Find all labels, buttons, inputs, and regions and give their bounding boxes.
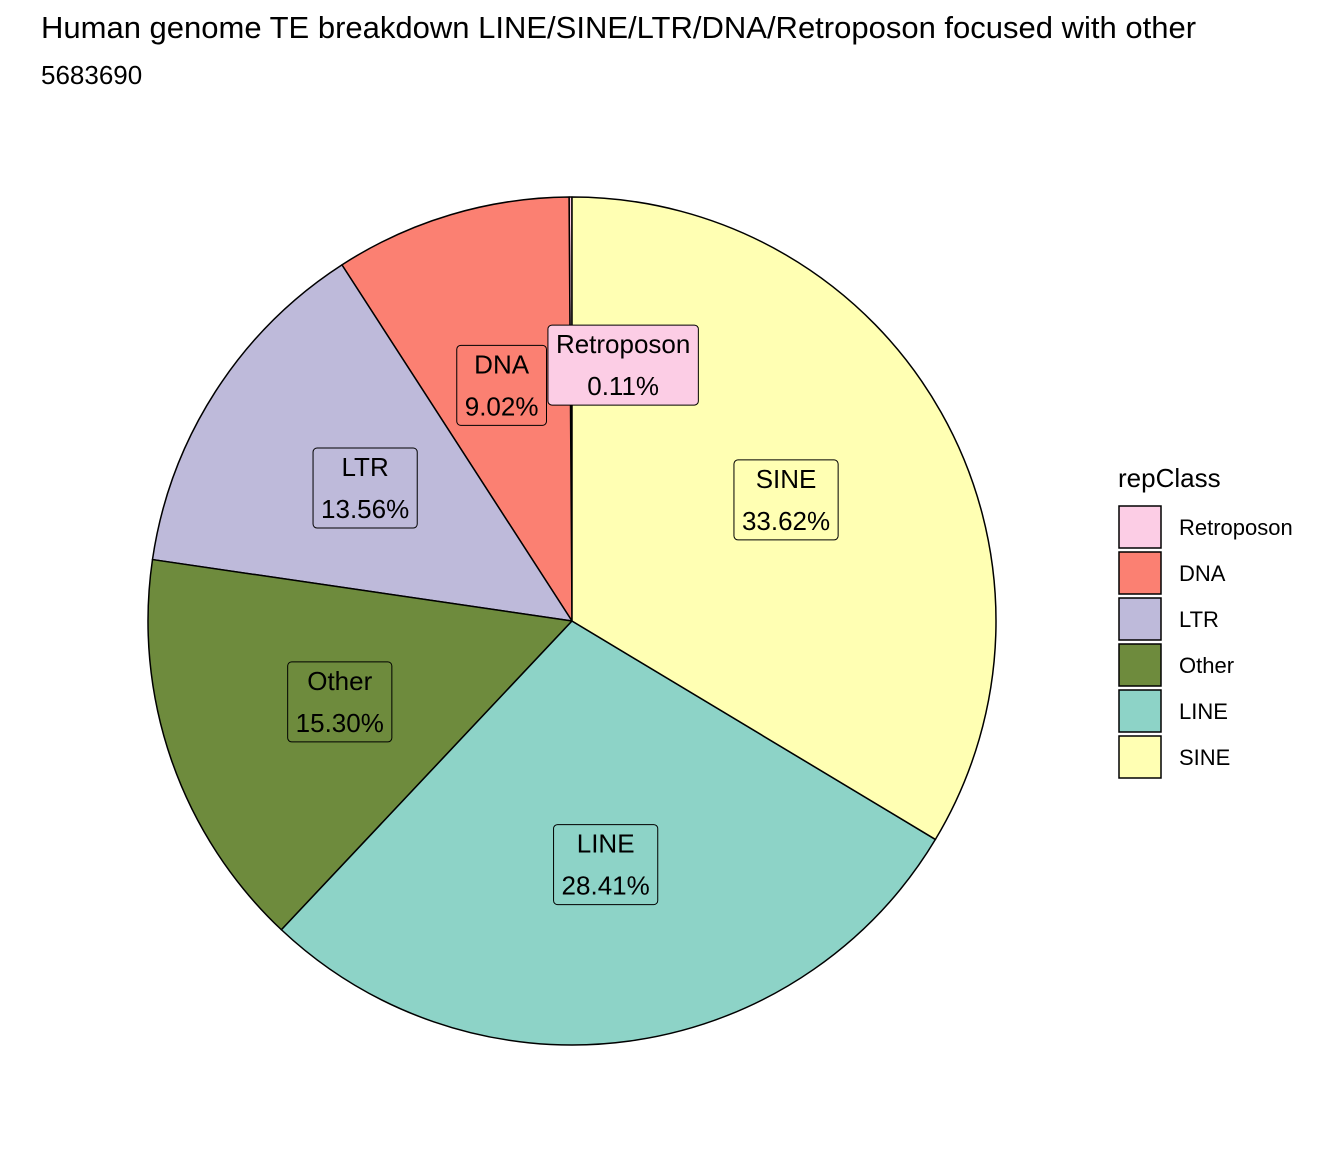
chart-title: Human genome TE breakdown LINE/SINE/LTR/… [41, 10, 1197, 45]
legend-item-ltr: LTR [1118, 597, 1219, 641]
slice-label-percent: 9.02% [465, 391, 539, 421]
legend-key-line [1118, 689, 1162, 733]
slice-label-ltr: LTR 13.56% [312, 447, 418, 529]
legend-key-retroposon [1118, 505, 1162, 549]
legend-item-retroposon: Retroposon [1118, 505, 1293, 549]
slice-label-name: Other [307, 666, 372, 696]
legend-item-dna: DNA [1118, 551, 1226, 595]
legend-item-sine: SINE [1118, 735, 1230, 779]
slice-label-box [287, 661, 393, 743]
slice-label-box [733, 459, 839, 541]
legend-key-dna [1118, 551, 1162, 595]
pie-slice-other [147, 558, 573, 931]
pie-slice-labels: Retroposon 0.11% DNA 9.02% LTR 13.56% Other 15.… [287, 324, 839, 906]
slice-label-name: LTR [342, 452, 389, 482]
legend-label-ltr: LTR [1179, 607, 1219, 632]
slice-label-box [312, 447, 418, 529]
slice-label-sine: SINE 33.62% [733, 459, 839, 541]
slice-label-other: Other 15.30% [287, 661, 393, 743]
slice-label-percent: 33.62% [742, 506, 830, 536]
legend: Retroposon DNA LTR Other LINE SINE [1118, 505, 1293, 779]
slice-label-name: LINE [577, 829, 635, 859]
slice-label-dna: DNA 9.02% [456, 344, 547, 426]
legend-key-other [1118, 643, 1162, 687]
slice-label-name: DNA [474, 349, 530, 379]
pie-slices [147, 196, 997, 1046]
slice-label-percent: 15.30% [296, 708, 384, 738]
legend-item-line: LINE [1118, 689, 1228, 733]
slice-label-percent: 13.56% [321, 494, 409, 524]
slice-label-box [456, 344, 547, 426]
legend-title: repClass [1118, 463, 1221, 493]
slice-label-line: LINE 28.41% [553, 824, 659, 906]
slice-label-name: Retroposon [556, 329, 690, 359]
slice-label-box [553, 824, 659, 906]
slice-label-name: SINE [756, 464, 817, 494]
legend-label-sine: SINE [1179, 745, 1230, 770]
legend-key-ltr [1118, 597, 1162, 641]
legend-label-line: LINE [1179, 699, 1228, 724]
legend-key-sine [1118, 735, 1162, 779]
legend-item-other: Other [1118, 643, 1234, 687]
pie-slice-ltr [151, 264, 573, 622]
legend-label-other: Other [1179, 653, 1234, 678]
legend-label-dna: DNA [1179, 561, 1226, 586]
slice-label-box [547, 324, 699, 406]
slice-label-retroposon: Retroposon 0.11% [547, 324, 699, 406]
slice-label-percent: 0.11% [587, 371, 659, 401]
chart-subtitle: 5683690 [41, 60, 143, 90]
slice-label-percent: 28.41% [562, 871, 650, 901]
legend-label-retroposon: Retroposon [1179, 515, 1293, 540]
